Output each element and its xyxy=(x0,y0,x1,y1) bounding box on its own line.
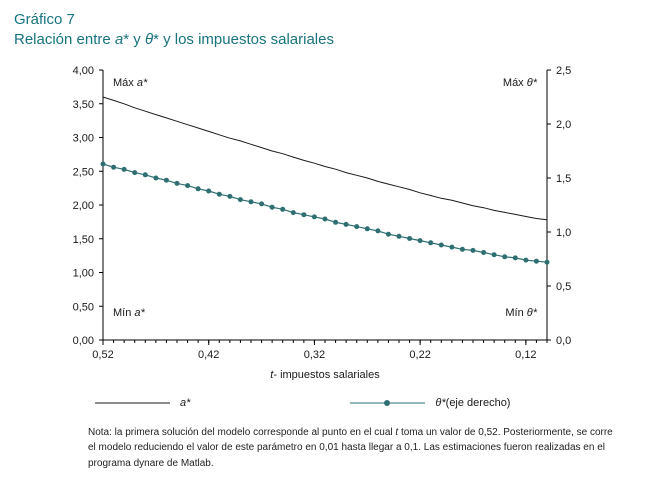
note-italic-t: t xyxy=(395,426,399,438)
annotation-top-left: Máx a* xyxy=(113,77,148,89)
x-tick-label: 0,12 xyxy=(515,349,536,361)
series-1-marker xyxy=(343,221,349,227)
legend-item-theta: θ* (eje derecho) xyxy=(350,397,510,409)
x-tick-label: 0,52 xyxy=(92,349,113,361)
a-line-sample-icon xyxy=(95,402,170,403)
legend-label-theta-var: θ* xyxy=(435,396,446,409)
x-tick-label: 0,22 xyxy=(409,349,430,361)
figure-title-post: * y los impuestos salariales xyxy=(153,31,334,49)
note-part1: Nota: la primera solución del modelo cor… xyxy=(88,426,396,438)
annotation-bottom-right: Mín θ* xyxy=(505,307,537,319)
right-tick-label: 1,0 xyxy=(556,227,571,239)
series-1-marker xyxy=(290,209,296,215)
figure-number: Gráfico 7 xyxy=(14,10,653,30)
series-1-marker xyxy=(491,251,497,257)
legend: a* θ* (eje derecho) xyxy=(0,397,653,409)
series-1-marker xyxy=(385,231,391,237)
series-1-marker xyxy=(269,204,275,210)
left-tick-label: 2,00 xyxy=(73,200,94,212)
legend-item-a: a* xyxy=(95,397,190,409)
series-1-marker xyxy=(417,237,423,243)
series-1-marker xyxy=(364,225,370,231)
series-1-marker xyxy=(438,242,444,247)
annotation-bottom-left: Mín a* xyxy=(113,307,146,319)
figure-title-pre: Relación entre xyxy=(14,31,115,49)
series-1-marker xyxy=(174,180,180,186)
left-tick-label: 3,50 xyxy=(73,98,94,110)
left-tick-label: 1,50 xyxy=(73,233,94,245)
series-1-marker xyxy=(111,164,117,170)
figure-number-text: Gráfico 7 xyxy=(14,11,75,28)
x-axis-title: t- impuestos salariales xyxy=(270,369,380,380)
theta-line-sample-icon xyxy=(350,399,426,406)
series-1-marker xyxy=(153,175,159,180)
series-1-marker xyxy=(407,235,413,241)
series-1-marker xyxy=(259,200,265,206)
series-1-marker xyxy=(132,169,138,175)
right-tick-label: 2,5 xyxy=(556,65,571,77)
series-1-marker xyxy=(280,206,286,212)
right-tick-label: 0,0 xyxy=(556,335,571,347)
right-tick-label: 2,0 xyxy=(556,119,571,131)
chart: 0,00 0,50 1,00 1,50 2,00 2,50 3,00 3,50 4,00 0,0 0… xyxy=(73,65,572,381)
legend-label-theta-rest: (eje derecho) xyxy=(445,396,511,409)
series-1-marker xyxy=(544,259,550,265)
figure-title-var-a: a xyxy=(114,31,124,49)
series-1-marker xyxy=(470,247,476,253)
left-tick-label: 4,00 xyxy=(73,65,94,77)
series-1-marker xyxy=(512,254,518,260)
series-1-marker xyxy=(163,177,169,183)
series-1-marker xyxy=(311,213,317,219)
series-1-marker xyxy=(301,211,307,217)
x-tick-label: 0,42 xyxy=(198,349,219,361)
theta-marker-sample xyxy=(384,399,391,406)
series-1-marker xyxy=(354,223,360,229)
right-tick-label: 0,5 xyxy=(556,281,571,293)
series-1-marker xyxy=(502,253,508,259)
series-1-marker xyxy=(195,185,201,191)
note-part2: toma un valor de 0,52. Posteriormente, s… xyxy=(88,426,613,469)
series-1-marker xyxy=(142,171,148,177)
figure-header: Gráfico 7 Relación entre a* y θ* y los i… xyxy=(0,0,653,51)
series-line-0 xyxy=(102,96,548,220)
series-1-marker xyxy=(185,182,191,188)
series-1-marker xyxy=(333,219,339,225)
series-1-marker xyxy=(375,227,381,233)
left-tick-label: 0,50 xyxy=(73,301,94,313)
series-1-marker xyxy=(396,233,402,239)
left-tick-label: 1,00 xyxy=(73,267,94,279)
series-1-marker xyxy=(121,166,127,172)
series-1-marker xyxy=(206,188,212,193)
left-tick-label: 0,00 xyxy=(73,335,94,347)
figure-title-mid: * y xyxy=(123,31,145,49)
series-1-marker xyxy=(322,216,328,221)
series-1-marker xyxy=(449,244,455,250)
figure-title: Relación entre a* y θ* y los impuestos s… xyxy=(14,30,653,50)
series-1-marker xyxy=(248,198,254,204)
series-1-marker xyxy=(459,246,465,252)
annotation-top-right: Máx θ* xyxy=(503,77,538,89)
series-1-marker xyxy=(237,196,243,202)
series-line-1 xyxy=(102,162,548,263)
right-tick-label: 1,5 xyxy=(556,173,571,185)
series-1-marker xyxy=(216,191,222,197)
left-tick-label: 2,50 xyxy=(73,166,94,178)
figure-note: Nota: la primera solución del modelo cor… xyxy=(88,425,616,472)
series-1-marker xyxy=(481,249,487,255)
series-1-marker xyxy=(428,239,434,245)
x-tick-label: 0,32 xyxy=(304,349,325,361)
series-1-marker xyxy=(533,258,539,264)
left-tick-label: 3,00 xyxy=(73,132,94,144)
figure-title-var-theta: θ xyxy=(144,31,154,49)
series-1-marker xyxy=(523,257,529,263)
chart-area: 0,00 0,50 1,00 1,50 2,00 2,50 3,00 3,50 4,00 0,0 0… xyxy=(0,55,653,385)
series-1-marker xyxy=(100,161,106,166)
legend-label-a: a* xyxy=(180,396,191,409)
series-1-marker xyxy=(227,193,233,199)
